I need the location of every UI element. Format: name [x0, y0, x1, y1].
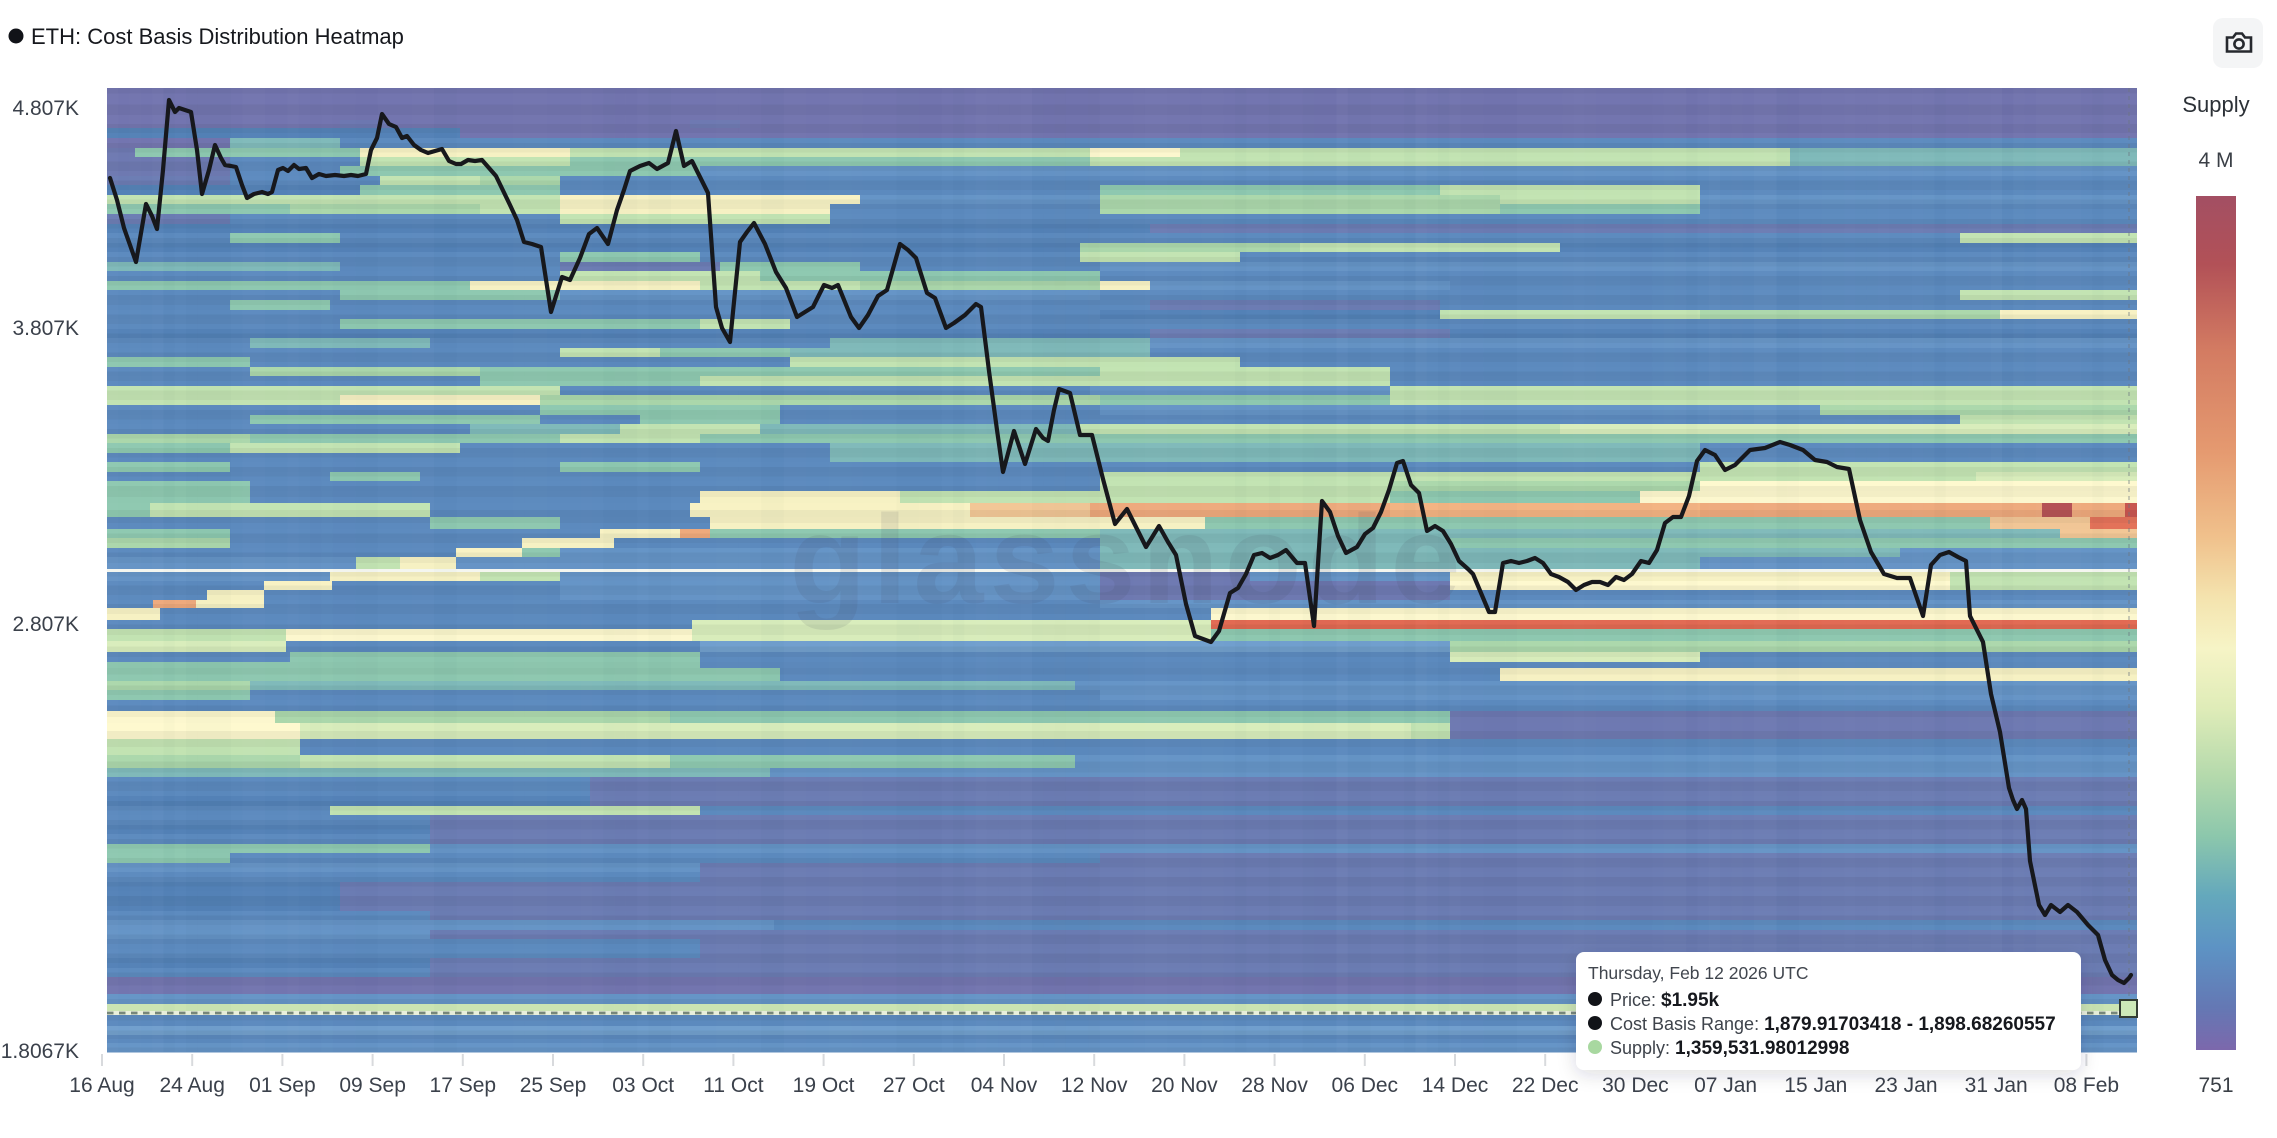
- svg-text:31 Jan: 31 Jan: [1965, 1074, 2028, 1097]
- svg-text:23 Jan: 23 Jan: [1874, 1074, 1937, 1097]
- svg-text:11 Oct: 11 Oct: [703, 1074, 763, 1097]
- svg-text:Thursday, Feb 12 2026 UTC: Thursday, Feb 12 2026 UTC: [1588, 963, 1808, 983]
- svg-text:07 Jan: 07 Jan: [1694, 1074, 1757, 1097]
- svg-text:15 Jan: 15 Jan: [1784, 1074, 1847, 1097]
- svg-text:22 Dec: 22 Dec: [1512, 1074, 1579, 1097]
- svg-text:16 Aug: 16 Aug: [69, 1074, 134, 1097]
- svg-text:25 Sep: 25 Sep: [520, 1074, 587, 1097]
- svg-text:Price: $1.95k: Price: $1.95k: [1610, 990, 1720, 1011]
- svg-text:1.8067K: 1.8067K: [1, 1040, 79, 1063]
- svg-text:20 Nov: 20 Nov: [1151, 1074, 1218, 1097]
- svg-text:27 Oct: 27 Oct: [883, 1074, 945, 1097]
- svg-text:4 M: 4 M: [2198, 149, 2233, 172]
- svg-text:2.807K: 2.807K: [12, 613, 79, 636]
- svg-text:4.807K: 4.807K: [12, 97, 79, 120]
- svg-text:03 Oct: 03 Oct: [612, 1074, 674, 1097]
- svg-text:09 Sep: 09 Sep: [339, 1074, 406, 1097]
- svg-text:24 Aug: 24 Aug: [159, 1074, 224, 1097]
- svg-text:08 Feb: 08 Feb: [2054, 1074, 2119, 1097]
- svg-text:14 Dec: 14 Dec: [1422, 1074, 1489, 1097]
- svg-text:19 Oct: 19 Oct: [793, 1074, 855, 1097]
- svg-text:Supply: Supply: [2182, 92, 2249, 117]
- svg-text:01 Sep: 01 Sep: [249, 1074, 316, 1097]
- svg-text:04 Nov: 04 Nov: [971, 1074, 1038, 1097]
- svg-text:12 Nov: 12 Nov: [1061, 1074, 1128, 1097]
- svg-text:ETH: Cost Basis Distribution H: ETH: Cost Basis Distribution Heatmap: [31, 24, 404, 49]
- svg-text:30 Dec: 30 Dec: [1602, 1074, 1669, 1097]
- svg-text:Supply: 1,359,531.98012998: Supply: 1,359,531.98012998: [1610, 1038, 1849, 1059]
- svg-text:751: 751: [2198, 1074, 2233, 1097]
- svg-text:28 Nov: 28 Nov: [1241, 1074, 1308, 1097]
- svg-text:17 Sep: 17 Sep: [430, 1074, 497, 1097]
- svg-text:3.807K: 3.807K: [12, 317, 79, 340]
- svg-text:06 Dec: 06 Dec: [1332, 1074, 1399, 1097]
- svg-text:Cost Basis Range: 1,879.917034: Cost Basis Range: 1,879.91703418 - 1,898…: [1610, 1014, 2056, 1035]
